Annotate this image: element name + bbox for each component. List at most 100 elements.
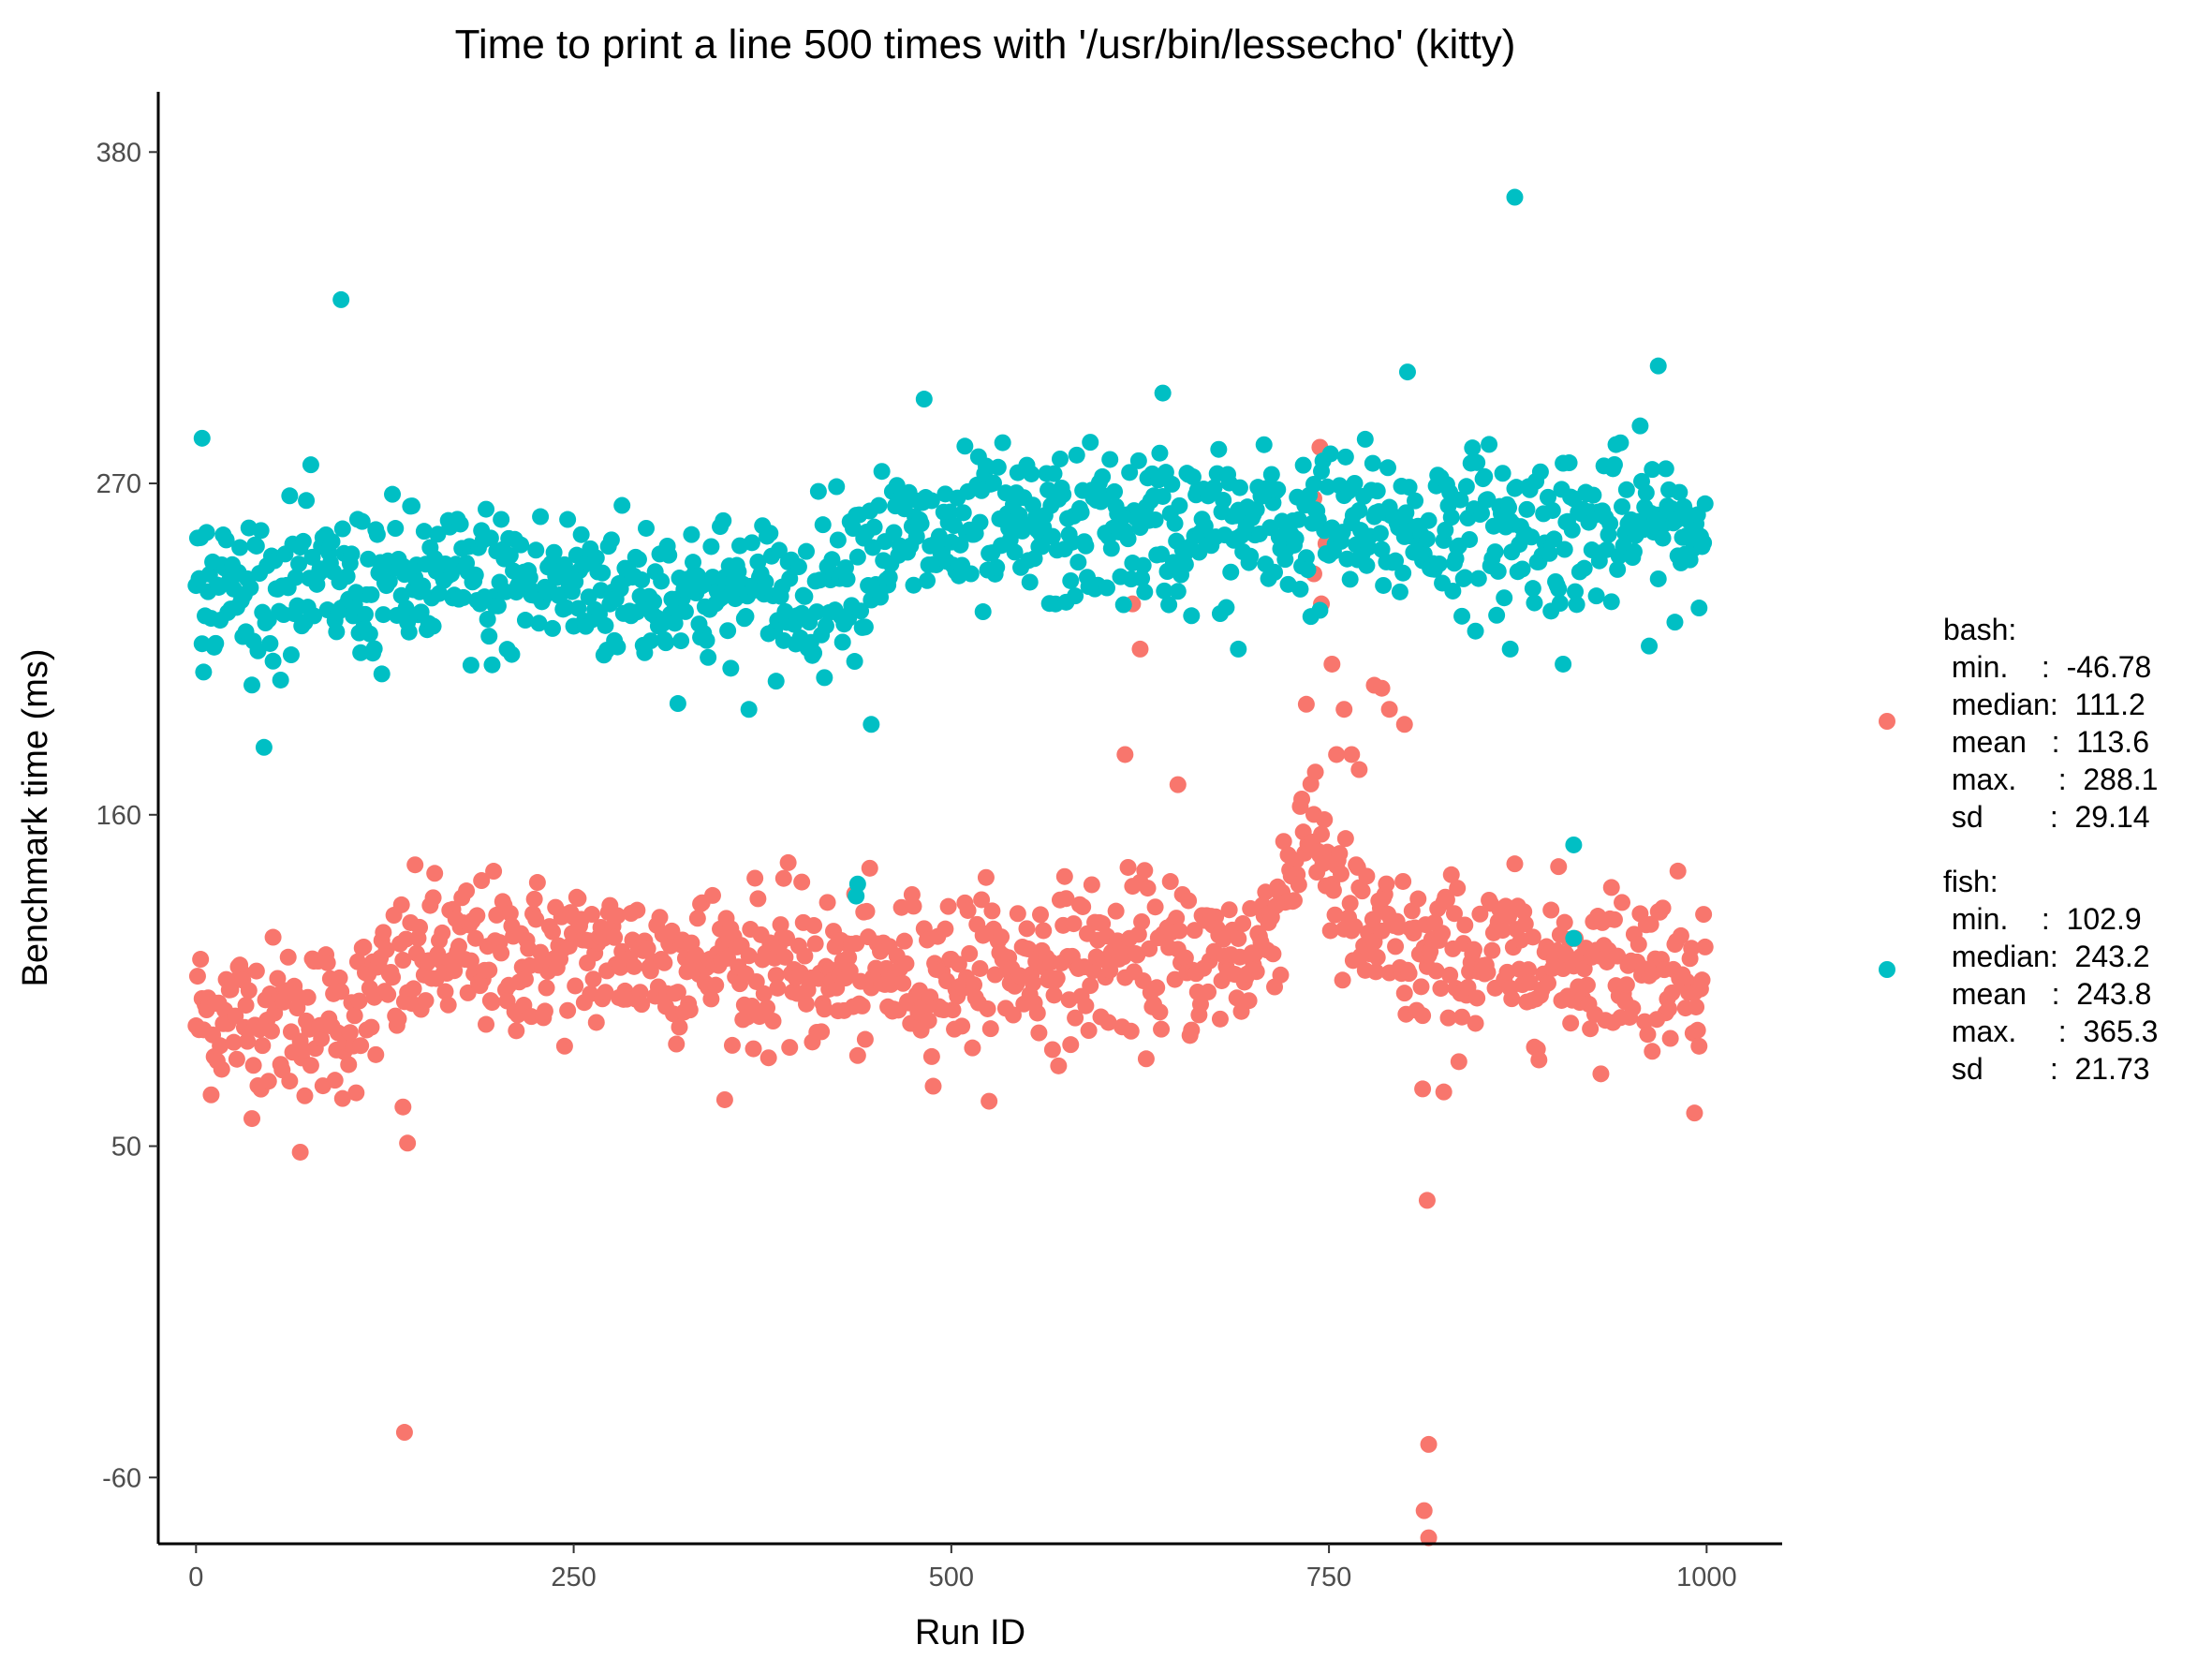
data-point-bash [1605, 911, 1623, 928]
data-point-bash [254, 1037, 272, 1055]
data-point-bash [587, 1014, 605, 1031]
data-point-bash [1083, 876, 1100, 894]
plot-points [187, 188, 1714, 1547]
data-point-bash [394, 952, 412, 970]
data-point-bash [1696, 938, 1714, 955]
data-point-bash [405, 980, 422, 998]
data-point-bash [1240, 992, 1258, 1010]
data-point-bash [1690, 1037, 1708, 1055]
data-point-bash [806, 935, 824, 953]
data-point-fish [1500, 498, 1518, 516]
data-point-bash [450, 938, 467, 955]
data-point-fish [1394, 564, 1412, 582]
data-point-bash [516, 970, 534, 988]
data-point-fish [722, 659, 740, 677]
data-point-bash [1688, 998, 1705, 1015]
data-point-bash [439, 996, 457, 1014]
data-point-fish [1163, 475, 1181, 493]
data-point-bash [1230, 929, 1247, 947]
data-point-fish [1565, 929, 1583, 947]
data-point-bash [920, 1012, 937, 1029]
data-point-fish [676, 602, 694, 620]
data-point-bash [1171, 922, 1188, 940]
data-point-fish [1311, 601, 1329, 619]
data-point-bash [1032, 906, 1050, 924]
data-point-fish [527, 541, 545, 559]
data-point-fish [880, 569, 898, 586]
data-point-bash [774, 869, 792, 887]
data-point-fish [343, 545, 361, 563]
data-point-bash [1290, 876, 1307, 894]
data-point-fish [1453, 607, 1471, 625]
data-point-fish [919, 571, 936, 589]
data-point-fish [431, 585, 449, 602]
data-point-fish [1205, 479, 1223, 496]
data-point-fish [415, 523, 433, 541]
data-point-fish [1222, 563, 1240, 581]
data-point-bash [1020, 941, 1038, 958]
data-point-fish [1398, 363, 1416, 381]
data-point-fish [905, 576, 922, 594]
data-point-bash [1395, 716, 1413, 733]
data-point-bash [313, 1029, 331, 1047]
data-point-bash [597, 984, 614, 1001]
data-point-bash [1107, 902, 1125, 920]
data-point-bash [1483, 941, 1501, 959]
data-point-fish [700, 648, 717, 666]
data-point-bash [936, 920, 954, 938]
data-point-bash [950, 955, 967, 973]
data-point-bash [1494, 922, 1512, 940]
data-point-fish [629, 551, 647, 569]
data-point-fish [333, 520, 351, 538]
data-point-bash [213, 1060, 230, 1078]
data-point-fish [1666, 614, 1684, 631]
data-point-bash [1450, 1053, 1467, 1071]
data-point-fish [922, 492, 940, 510]
data-point-fish [1541, 544, 1558, 562]
data-point-fish [1609, 560, 1627, 578]
data-point-bash [1211, 1010, 1229, 1028]
data-point-bash [399, 1134, 417, 1152]
data-point-bash [1169, 776, 1187, 793]
data-point-fish [805, 644, 823, 662]
data-point-bash [1542, 901, 1560, 919]
data-point-bash [559, 1001, 577, 1019]
data-point-bash [776, 948, 794, 966]
data-point-fish [1247, 500, 1265, 518]
data-point-fish [512, 536, 530, 554]
data-point-bash [1316, 811, 1334, 829]
data-point-fish [352, 644, 370, 661]
data-point-bash [1080, 1022, 1098, 1040]
data-point-bash [1043, 1041, 1061, 1059]
data-point-fish [1560, 454, 1578, 472]
data-point-bash [1341, 895, 1359, 912]
data-point-fish [1350, 501, 1368, 519]
data-point-bash [1479, 963, 1497, 981]
data-point-fish [719, 622, 737, 640]
data-point-bash [805, 917, 823, 935]
data-point-bash [346, 1007, 363, 1025]
legend-text-fish: sd : 21.73 [1943, 1052, 2150, 1086]
data-point-bash [858, 902, 876, 920]
data-point-bash [1395, 985, 1413, 1002]
data-point-fish [516, 612, 534, 630]
data-point-bash [480, 961, 498, 979]
data-point-bash [299, 988, 317, 1006]
data-point-bash [538, 979, 555, 997]
data-point-fish [1231, 479, 1248, 496]
data-point-fish [698, 631, 715, 649]
data-point-fish [1612, 434, 1630, 452]
data-point-bash [1669, 862, 1687, 880]
data-point-fish [1255, 436, 1273, 453]
data-point-bash [1186, 922, 1203, 940]
y-tick-label: 50 [111, 1133, 141, 1163]
data-point-fish [974, 603, 992, 621]
data-point-bash [1435, 1083, 1453, 1101]
data-point-bash [1331, 845, 1349, 863]
data-point-fish [1215, 492, 1232, 510]
data-point-fish [814, 516, 832, 534]
data-point-fish [530, 615, 548, 632]
data-point-bash [291, 1143, 309, 1161]
data-point-fish [1171, 496, 1188, 514]
